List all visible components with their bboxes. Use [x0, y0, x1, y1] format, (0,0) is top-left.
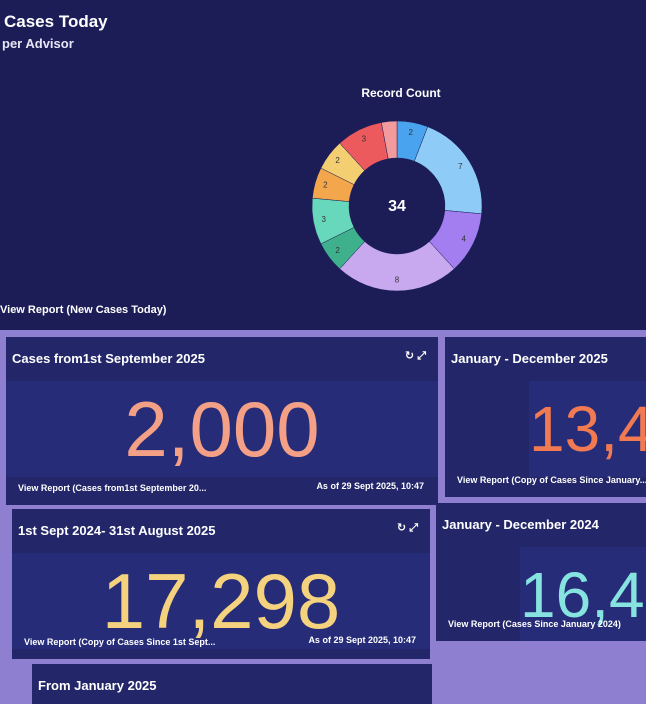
metric-card: 1st Sept 2024- 31st August 2025 17,298 Vie… [12, 509, 430, 659]
card-title: January - December 2025 [451, 351, 608, 366]
card-value: 16,4 [520, 547, 646, 641]
report-link[interactable]: View Report (Cases Since January 2024) [448, 619, 621, 629]
top-panel: Cases Today per Advisor 2 7 4 8 2 3 2 2 3 Record … [0, 0, 646, 330]
slice-label: 7 [458, 162, 463, 171]
slice-label: 4 [461, 234, 466, 243]
card-value: 13,4 [529, 381, 646, 477]
panel-title: Cases Today [4, 12, 108, 31]
donut-slice [414, 126, 483, 215]
card-title: From January 2025 [38, 678, 157, 693]
metric-card: Cases from1st September 2025 2,000 View Re… [6, 337, 438, 505]
slice-label: 2 [335, 246, 340, 255]
metric-card: January - December 2025 13,4 View Report (… [445, 337, 646, 497]
card-icons[interactable]: ↻ ⤢ [404, 350, 426, 362]
card-value: 17,298 [12, 553, 430, 649]
donut-total: 34 [388, 198, 406, 215]
report-link[interactable]: View Report (Cases from1st September 20.… [18, 483, 207, 493]
report-link[interactable]: View Report (Copy of Cases Since 1st Sep… [24, 637, 216, 647]
slice-label: 2 [335, 156, 340, 165]
metric-card: From January 2025 [32, 664, 432, 704]
chart-title: Record Count [361, 86, 440, 100]
slice-label: 2 [323, 181, 328, 190]
card-title: Cases from1st September 2025 [12, 351, 205, 366]
metric-card: January - December 2024 16,4 View Report (… [436, 503, 646, 641]
panel-subtitle: per Advisor [2, 36, 74, 51]
as-of-time: As of 29 Sept 2025, 10:47 [308, 635, 416, 645]
card-value: 2,000 [6, 381, 438, 477]
slice-label: 3 [362, 134, 367, 143]
card-title: 1st Sept 2024- 31st August 2025 [18, 523, 216, 538]
report-link[interactable]: View Report (Copy of Cases Since January… [457, 475, 646, 485]
donut-slice [381, 120, 398, 160]
report-link[interactable]: View Report (New Cases Today) [0, 304, 167, 316]
card-icons[interactable]: ↻ ⤢ [396, 522, 418, 534]
slice-label: 3 [322, 215, 327, 224]
slice-label: 2 [408, 128, 413, 137]
slice-label: 8 [395, 276, 400, 285]
donut-chart: 2 7 4 8 2 3 2 2 3 Record Count 34 [311, 86, 483, 292]
card-title: January - December 2024 [442, 517, 599, 532]
as-of-time: As of 29 Sept 2025, 10:47 [316, 481, 424, 491]
